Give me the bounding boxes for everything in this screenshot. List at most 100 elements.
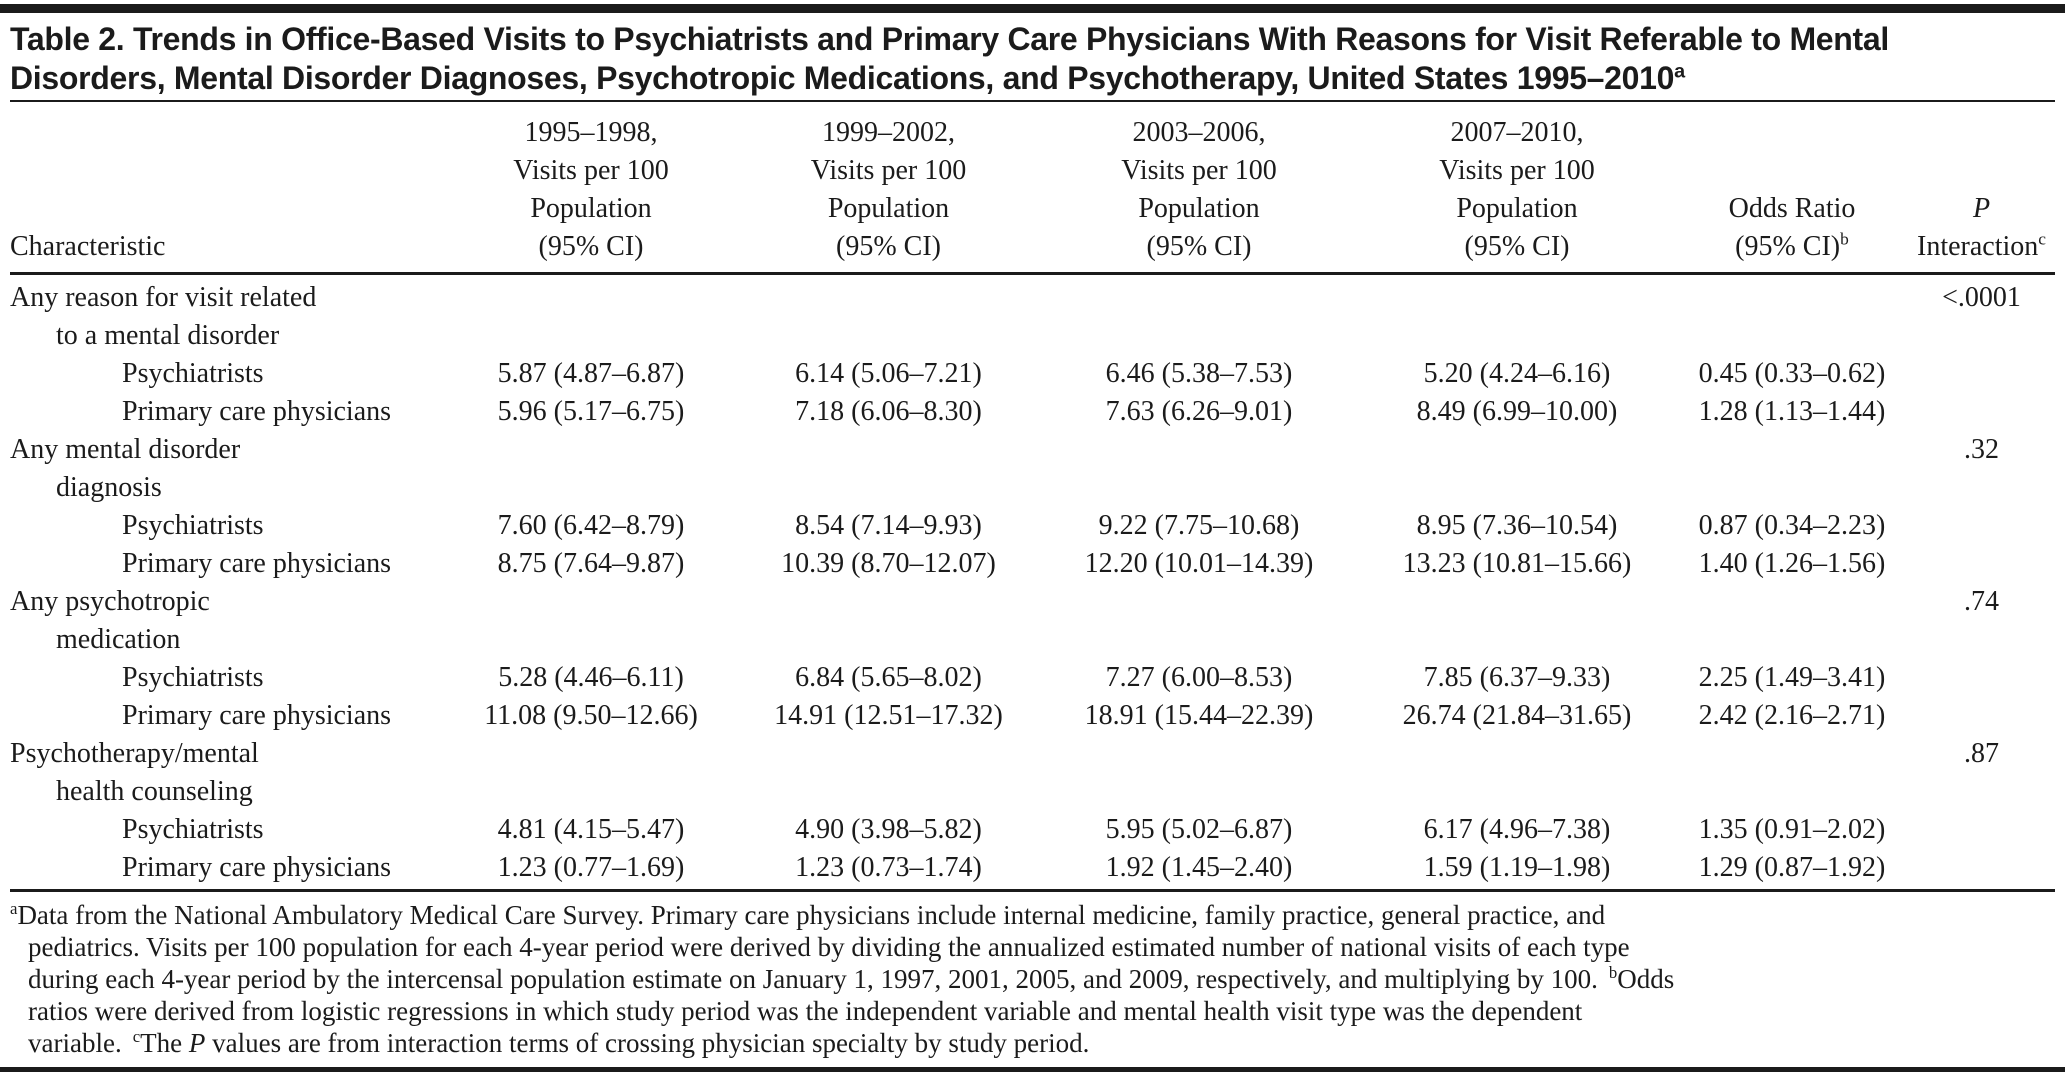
header-line: (95% CI) — [1146, 231, 1252, 262]
column-header-period-1999-2002: 1999–2002, Visits per 100 Population (95… — [737, 102, 1040, 275]
table-title-line-2-text: Disorders, Mental Disorder Diagnoses, Ps… — [10, 60, 1675, 96]
footnote-text: pediatrics. Visits per 100 population fo… — [28, 932, 1630, 962]
cell-value: 1.28 (1.13–1.44) — [1698, 396, 1886, 427]
header-line: (95% CI)b — [1676, 228, 1908, 266]
cell-value: 6.14 (5.06–7.21) — [795, 358, 982, 389]
characteristic-cell: Primary care physicians — [10, 697, 445, 735]
cell-value: 1.29 (0.87–1.92) — [1676, 849, 1908, 892]
empty-cell — [1908, 507, 2055, 545]
cell-value: 14.91 (12.51–17.32) — [774, 700, 1003, 731]
group-label: Any reason for visit related — [10, 282, 317, 313]
cell-value: 9.22 (7.75–10.68) — [1098, 510, 1300, 541]
header-line: Interactionc — [1908, 228, 2055, 266]
cell-value: 1.92 (1.45–2.40) — [1040, 849, 1358, 892]
column-header-p-interaction: P Interactionc — [1908, 102, 2055, 275]
cell-value: 12.20 (10.01–14.39) — [1084, 548, 1314, 579]
top-rule — [0, 4, 2065, 13]
group-label-continuation: health counseling — [56, 776, 253, 807]
empty-cell — [1908, 811, 2055, 849]
cell-value: 7.85 (6.37–9.33) — [1423, 662, 1611, 693]
empty-cell — [1908, 545, 2055, 583]
table-title: Table 2. Trends in Office-Based Visits t… — [10, 20, 2055, 102]
footnote-text: variable. — [28, 1028, 122, 1058]
cell-value: 8.54 (7.14–9.93) — [795, 510, 982, 541]
cell-value: 1.23 (0.77–1.69) — [445, 849, 737, 892]
footnote-text: ratios were derived from logistic regres… — [28, 996, 1583, 1026]
group-label-continuation: medication — [56, 624, 181, 655]
column-header-odds-ratio: Odds Ratio (95% CI)b — [1676, 102, 1908, 275]
characteristic-cell: Primary care physicians — [10, 545, 445, 583]
empty-cell — [1358, 735, 1676, 811]
bottom-rule — [0, 1067, 2065, 1072]
characteristic-cell: Psychiatrists — [10, 659, 445, 697]
empty-cell — [445, 583, 737, 659]
cell-value: 8.95 (7.36–10.54) — [1416, 510, 1618, 541]
odds-ratio-ci-label: (95% CI) — [1735, 231, 1841, 262]
empty-cell — [1358, 583, 1676, 659]
footnote-line: aData from the National Ambulatory Medic… — [10, 899, 2055, 931]
cell-value: 6.84 (5.65–8.02) — [795, 662, 982, 693]
title-footnote-marker-a: a — [1674, 60, 1685, 83]
empty-cell — [737, 274, 1040, 356]
header-line: Population — [1138, 193, 1260, 224]
cell-value: 0.87 (0.34–2.23) — [1698, 510, 1886, 541]
cell-value: 5.87 (4.87–6.87) — [497, 358, 685, 389]
group-label: Any mental disorder — [10, 434, 241, 465]
header-line: (95% CI) — [836, 231, 941, 262]
cell-value: 6.17 (4.96–7.38) — [1423, 814, 1611, 845]
cell-value: 1.23 (0.73–1.74) — [737, 849, 1040, 892]
header-line: Population — [530, 193, 652, 224]
column-header-period-2007-2010: 2007–2010, Visits per 100 Population (95… — [1358, 102, 1676, 275]
cell-value: 7.27 (6.00–8.53) — [1105, 662, 1293, 693]
row-label: Psychiatrists — [122, 358, 264, 389]
cell-value: 7.63 (6.26–9.01) — [1105, 396, 1293, 427]
empty-cell — [1908, 393, 2055, 431]
group-label-continuation: to a mental disorder — [56, 320, 280, 351]
characteristic-cell: Psychiatrists — [10, 507, 445, 545]
empty-cell — [1040, 583, 1358, 659]
characteristic-cell: Psychiatrists — [10, 811, 445, 849]
empty-cell — [1358, 431, 1676, 507]
footnote-text: during each 4-year period by the interce… — [28, 964, 1598, 994]
cell-value: 26.74 (21.84–31.65) — [1402, 700, 1632, 731]
empty-cell — [445, 735, 737, 811]
cell-value: 8.75 (7.64–9.87) — [497, 548, 685, 579]
header-footnote-marker-c: c — [2038, 229, 2046, 249]
empty-cell — [1676, 431, 1908, 507]
cell-value: 4.81 (4.15–5.47) — [497, 814, 685, 845]
footnote-marker-a: a — [10, 899, 18, 918]
cell-value: 4.90 (3.98–5.82) — [795, 814, 982, 845]
header-line: Population — [827, 193, 950, 224]
group-row-any-reason: Any reason for visit related to a mental… — [10, 274, 2055, 356]
column-header-characteristic: Characteristic — [10, 102, 445, 275]
cell-value: 5.20 (4.24–6.16) — [1423, 358, 1611, 389]
data-row-primary-care: Primary care physicians 8.75 (7.64–9.87)… — [10, 545, 2055, 583]
characteristic-cell: Primary care physicians — [10, 849, 445, 892]
empty-cell — [1676, 735, 1908, 811]
row-label: Psychiatrists — [122, 510, 264, 541]
group-row-psychotherapy-counseling: Psychotherapy/mental health counseling .… — [10, 735, 2055, 811]
data-row-primary-care: Primary care physicians 1.23 (0.77–1.69)… — [10, 849, 2055, 892]
footnote-marker-b: b — [1608, 963, 1618, 982]
data-row-psychiatrists: Psychiatrists 7.60 (6.42–8.79) 8.54 (7.1… — [10, 507, 2055, 545]
data-row-primary-care: Primary care physicians 5.96 (5.17–6.75)… — [10, 393, 2055, 431]
characteristic-cell: Psychotherapy/mental health counseling — [10, 735, 445, 811]
trends-table: Characteristic 1995–1998, Visits per 100… — [10, 102, 2055, 892]
empty-cell — [1358, 274, 1676, 356]
header-line: Odds Ratio — [1728, 193, 1856, 224]
row-label: Primary care physicians — [122, 700, 392, 731]
cell-value: 2.42 (2.16–2.71) — [1698, 700, 1886, 731]
footnote-marker-c: c — [132, 1027, 141, 1046]
empty-cell — [737, 735, 1040, 811]
cell-value: 0.45 (0.33–0.62) — [1698, 358, 1886, 389]
column-header-period-2003-2006: 2003–2006, Visits per 100 Population (95… — [1040, 102, 1358, 275]
cell-value: 7.60 (6.42–8.79) — [497, 510, 685, 541]
cell-value: 11.08 (9.50–12.66) — [484, 700, 698, 731]
header-line: P — [1972, 193, 1991, 224]
cell-value: 5.28 (4.46–6.11) — [498, 662, 684, 693]
group-label-continuation: diagnosis — [56, 472, 162, 503]
row-label: Psychiatrists — [122, 662, 264, 693]
data-row-psychiatrists: Psychiatrists 5.87 (4.87–6.87) 6.14 (5.0… — [10, 355, 2055, 393]
cell-value: 1.59 (1.19–1.98) — [1358, 849, 1676, 892]
empty-cell — [1908, 697, 2055, 735]
